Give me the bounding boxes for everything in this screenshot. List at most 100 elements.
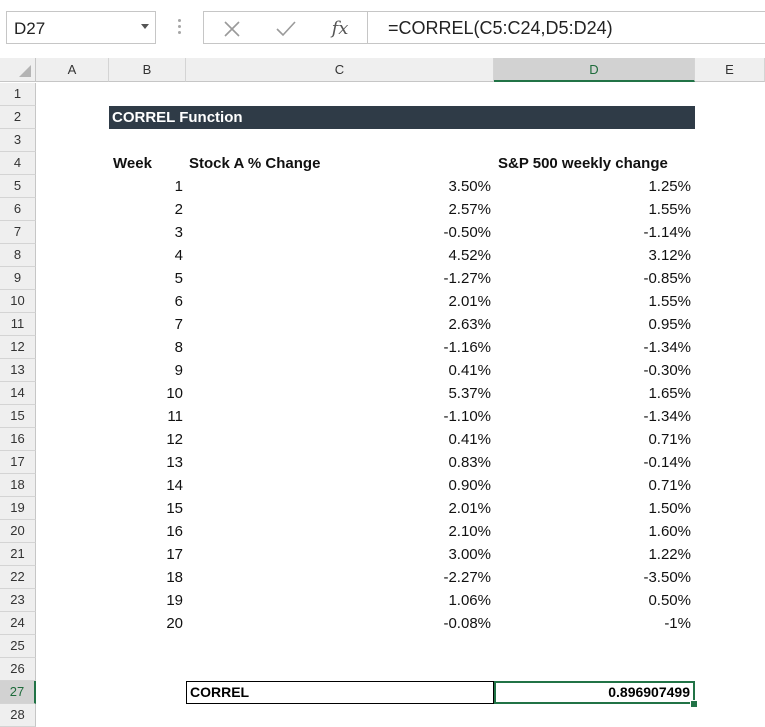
row-header-10[interactable]: 10 [0, 290, 36, 313]
row-header-19[interactable]: 19 [0, 497, 36, 520]
sp500-change-cell[interactable]: -1.34% [643, 339, 691, 356]
fill-handle[interactable] [690, 700, 698, 708]
row-header-12[interactable]: 12 [0, 336, 36, 359]
sp500-change-cell[interactable]: -0.85% [643, 270, 691, 287]
stock-change-cell[interactable]: 4.52% [448, 247, 491, 264]
row-header-23[interactable]: 23 [0, 589, 36, 612]
week-cell[interactable]: 4 [174, 247, 183, 264]
sp500-change-cell[interactable]: 0.71% [648, 477, 691, 494]
sp500-change-cell[interactable]: -0.30% [643, 362, 691, 379]
sp500-change-cell[interactable]: -0.14% [643, 454, 691, 471]
row-header-14[interactable]: 14 [0, 382, 36, 405]
row-header-17[interactable]: 17 [0, 451, 36, 474]
stock-change-cell[interactable]: -0.50% [443, 224, 491, 241]
row-header-21[interactable]: 21 [0, 543, 36, 566]
row-header-27[interactable]: 27 [0, 681, 36, 704]
row-header-2[interactable]: 2 [0, 106, 36, 129]
stock-change-cell[interactable]: 0.41% [448, 431, 491, 448]
column-header-b[interactable]: B [109, 58, 186, 82]
column-header-e[interactable]: E [695, 58, 765, 82]
header-week[interactable]: Week [113, 155, 152, 172]
sp500-change-cell[interactable]: -1.14% [643, 224, 691, 241]
sp500-change-cell[interactable]: -1.34% [643, 408, 691, 425]
stock-change-cell[interactable]: 2.01% [448, 500, 491, 517]
row-header-8[interactable]: 8 [0, 244, 36, 267]
correl-result-cell[interactable]: 0.896907499 [494, 681, 695, 704]
header-stock[interactable]: Stock A % Change [189, 155, 321, 172]
stock-change-cell[interactable]: -2.27% [443, 569, 491, 586]
sp500-change-cell[interactable]: 1.55% [648, 201, 691, 218]
select-all-corner[interactable] [0, 58, 36, 82]
x-icon[interactable] [212, 12, 252, 45]
week-cell[interactable]: 20 [166, 615, 183, 632]
row-header-24[interactable]: 24 [0, 612, 36, 635]
sheet-title[interactable]: CORREL Function [109, 106, 695, 129]
row-header-20[interactable]: 20 [0, 520, 36, 543]
row-header-3[interactable]: 3 [0, 129, 36, 152]
sp500-change-cell[interactable]: 1.65% [648, 385, 691, 402]
stock-change-cell[interactable]: -0.08% [443, 615, 491, 632]
sp500-change-cell[interactable]: 1.55% [648, 293, 691, 310]
stock-change-cell[interactable]: 2.57% [448, 201, 491, 218]
sp500-change-cell[interactable]: 0.95% [648, 316, 691, 333]
stock-change-cell[interactable]: 2.63% [448, 316, 491, 333]
check-icon[interactable] [266, 12, 306, 45]
week-cell[interactable]: 6 [174, 293, 183, 310]
column-header-d[interactable]: D [494, 58, 695, 82]
row-header-5[interactable]: 5 [0, 175, 36, 198]
stock-change-cell[interactable]: 5.37% [448, 385, 491, 402]
week-cell[interactable]: 9 [174, 362, 183, 379]
stock-change-cell[interactable]: -1.10% [443, 408, 491, 425]
row-header-16[interactable]: 16 [0, 428, 36, 451]
stock-change-cell[interactable]: -1.27% [443, 270, 491, 287]
stock-change-cell[interactable]: 3.50% [448, 178, 491, 195]
week-cell[interactable]: 19 [166, 592, 183, 609]
sp500-change-cell[interactable]: 3.12% [648, 247, 691, 264]
sp500-change-cell[interactable]: -3.50% [643, 569, 691, 586]
week-cell[interactable]: 7 [174, 316, 183, 333]
row-header-26[interactable]: 26 [0, 658, 36, 681]
column-header-c[interactable]: C [186, 58, 494, 82]
row-header-18[interactable]: 18 [0, 474, 36, 497]
row-header-7[interactable]: 7 [0, 221, 36, 244]
row-header-11[interactable]: 11 [0, 313, 36, 336]
column-header-a[interactable]: A [36, 58, 109, 82]
row-header-15[interactable]: 15 [0, 405, 36, 428]
fx-icon[interactable]: fx [331, 18, 349, 39]
week-cell[interactable]: 14 [166, 477, 183, 494]
week-cell[interactable]: 13 [166, 454, 183, 471]
stock-change-cell[interactable]: -1.16% [443, 339, 491, 356]
stock-change-cell[interactable]: 2.01% [448, 293, 491, 310]
week-cell[interactable]: 17 [166, 546, 183, 563]
stock-change-cell[interactable]: 0.83% [448, 454, 491, 471]
sp500-change-cell[interactable]: 0.71% [648, 431, 691, 448]
row-header-1[interactable]: 1 [0, 83, 36, 106]
week-cell[interactable]: 16 [166, 523, 183, 540]
row-header-25[interactable]: 25 [0, 635, 36, 658]
stock-change-cell[interactable]: 3.00% [448, 546, 491, 563]
sp500-change-cell[interactable]: 1.60% [648, 523, 691, 540]
week-cell[interactable]: 3 [174, 224, 183, 241]
sp500-change-cell[interactable]: 1.22% [648, 546, 691, 563]
week-cell[interactable]: 10 [166, 385, 183, 402]
week-cell[interactable]: 12 [166, 431, 183, 448]
week-cell[interactable]: 2 [174, 201, 183, 218]
row-header-6[interactable]: 6 [0, 198, 36, 221]
week-cell[interactable]: 15 [166, 500, 183, 517]
header-sp500[interactable]: S&P 500 weekly change [498, 155, 668, 172]
week-cell[interactable]: 5 [174, 270, 183, 287]
correl-label-cell[interactable]: CORREL [186, 681, 494, 704]
name-box[interactable]: D27 [6, 11, 156, 44]
stock-change-cell[interactable]: 0.41% [448, 362, 491, 379]
sp500-change-cell[interactable]: 0.50% [648, 592, 691, 609]
week-cell[interactable]: 8 [174, 339, 183, 356]
week-cell[interactable]: 11 [167, 408, 183, 425]
stock-change-cell[interactable]: 2.10% [448, 523, 491, 540]
grip-dots-icon[interactable] [176, 16, 182, 40]
row-header-22[interactable]: 22 [0, 566, 36, 589]
sp500-change-cell[interactable]: -1% [664, 615, 691, 632]
sp500-change-cell[interactable]: 1.25% [648, 178, 691, 195]
week-cell[interactable]: 18 [166, 569, 183, 586]
sp500-change-cell[interactable]: 1.50% [648, 500, 691, 517]
row-header-9[interactable]: 9 [0, 267, 36, 290]
